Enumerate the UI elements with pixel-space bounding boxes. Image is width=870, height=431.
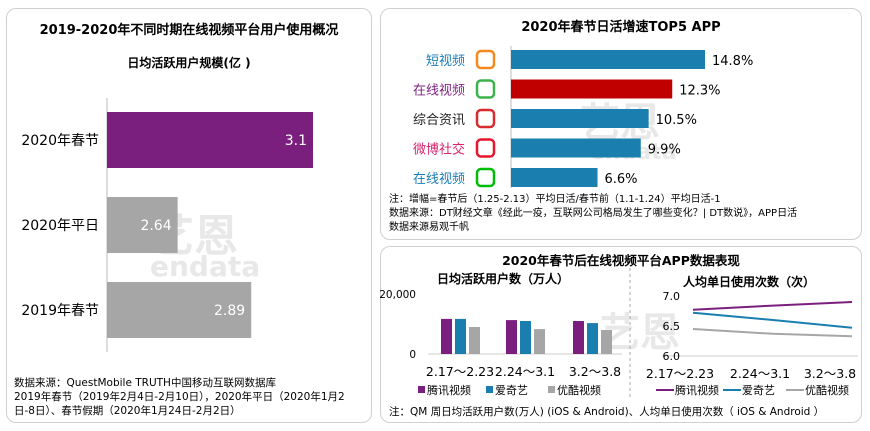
legend-label: 优酷视频 [557, 383, 601, 397]
data-label: 10.5% [656, 113, 697, 128]
data-label: 3.1 [285, 133, 307, 149]
x-tick-label: 3.2～3.8 [569, 364, 621, 379]
data-label: 9.9% [648, 143, 681, 158]
legend-swatch [418, 386, 425, 393]
bar [455, 318, 466, 354]
legend-swatch [486, 386, 493, 393]
kuaishou-icon [475, 49, 496, 70]
legend-label: 爱奇艺 [495, 384, 528, 397]
category-label: 在线视频 [413, 172, 465, 187]
weibo-icon [475, 138, 496, 158]
x-tick-label: 2.24～3.1 [730, 366, 790, 381]
legend-swatch [548, 386, 555, 393]
x-tick-label: 3.2～3.8 [804, 366, 856, 381]
data-label: 2.89 [214, 303, 245, 319]
bottom-right-title: 2020年春节后在线视频平台APP数据表现 [502, 253, 740, 268]
category-label: 2020年春节 [21, 133, 99, 149]
x-tick-label: 2.17～2.23 [426, 364, 494, 379]
bottom-right-note: 注：QM 周日均活跃用户数(万人) (iOS & Android)、人均单日使用… [389, 406, 825, 418]
legend-label: 优酷视频 [805, 383, 849, 397]
y-tick-label: 6.5 [663, 320, 681, 333]
x-tick-label: 2.24～3.1 [495, 364, 555, 379]
x-tick-label: 2.17～2.23 [646, 366, 714, 381]
dau-chart-title: 日均活跃用户数（万人） [437, 272, 570, 286]
series-line [692, 328, 853, 338]
bar [511, 168, 598, 187]
bar [506, 320, 517, 354]
category-label: 2020年平日 [21, 218, 99, 234]
bar [469, 327, 480, 354]
note-line: 数据来源：DT财经文章《经此一疫，互联网公司格局发生了哪些变化？| DT数说》，… [389, 208, 798, 219]
category-label: 综合资讯 [413, 113, 465, 128]
category-label: 短视频 [426, 54, 465, 69]
note-line: 注：增幅=春节后（1.25-2.13）平均日活/春节前（1.1-1.24）平均日… [389, 194, 721, 205]
note-line: 数据来源易观千帆 [389, 222, 469, 233]
y-tick-label: 20,000 [379, 289, 416, 301]
data-label: 6.6% [605, 172, 638, 187]
legend-label: 腾讯视频 [675, 383, 719, 397]
category-label: 在线视频 [413, 84, 465, 99]
toutiao-icon [475, 108, 496, 129]
bar [511, 109, 649, 128]
legend-label: 腾讯视频 [427, 383, 471, 397]
source-line: 2019年春节（2019年2月4日-2月10日），2020年平日（2020年1月… [14, 391, 345, 403]
bar [511, 50, 705, 69]
category-label: 微博社交 [413, 142, 465, 158]
bar [534, 329, 545, 354]
bar [511, 138, 641, 158]
top-right-notes: 注：增幅=春节后（1.25-2.13）平均日活/春节前（1.1-1.24）平均日… [389, 193, 797, 235]
left-title: 2019-2020年不同时期在线视频平台用户使用概况 [39, 23, 339, 38]
tencent-video-icon [475, 79, 496, 99]
category-label: 2019年春节 [21, 303, 99, 319]
iqiyi-icon [475, 167, 496, 188]
y-tick-label: 0 [409, 349, 416, 361]
left-source: 数据来源：QuestMobile TRUTH中国移动互联网数据库 2019年春节… [14, 376, 345, 418]
bar [511, 79, 673, 99]
bar [107, 197, 178, 253]
series-line [692, 301, 853, 311]
bar [573, 321, 584, 354]
left-panel [6, 8, 372, 423]
bar [601, 330, 612, 354]
bar [520, 321, 531, 354]
bar [587, 323, 598, 354]
data-label: 2.64 [140, 218, 171, 234]
data-label: 14.8% [712, 54, 753, 69]
bar [107, 282, 252, 338]
legend-label: 爱奇艺 [742, 384, 775, 397]
y-tick-label: 7.0 [663, 290, 681, 303]
series-line [692, 311, 853, 329]
left-subtitle: 日均活跃用户规模(亿 ) [127, 56, 251, 70]
data-label: 12.3% [679, 84, 720, 99]
usage-chart-title: 人均单日使用次数（次） [683, 275, 816, 289]
y-tick-label: 6.0 [663, 350, 681, 363]
source-line: 数据来源：QuestMobile TRUTH中国移动互联网数据库 [14, 377, 276, 389]
bar [107, 112, 313, 168]
source-line: 日-8日）、春节假期（2020年1月24日-2月2日） [14, 405, 241, 417]
top-right-title: 2020年春节日活增速TOP5 APP [521, 20, 721, 35]
bar [441, 318, 452, 354]
